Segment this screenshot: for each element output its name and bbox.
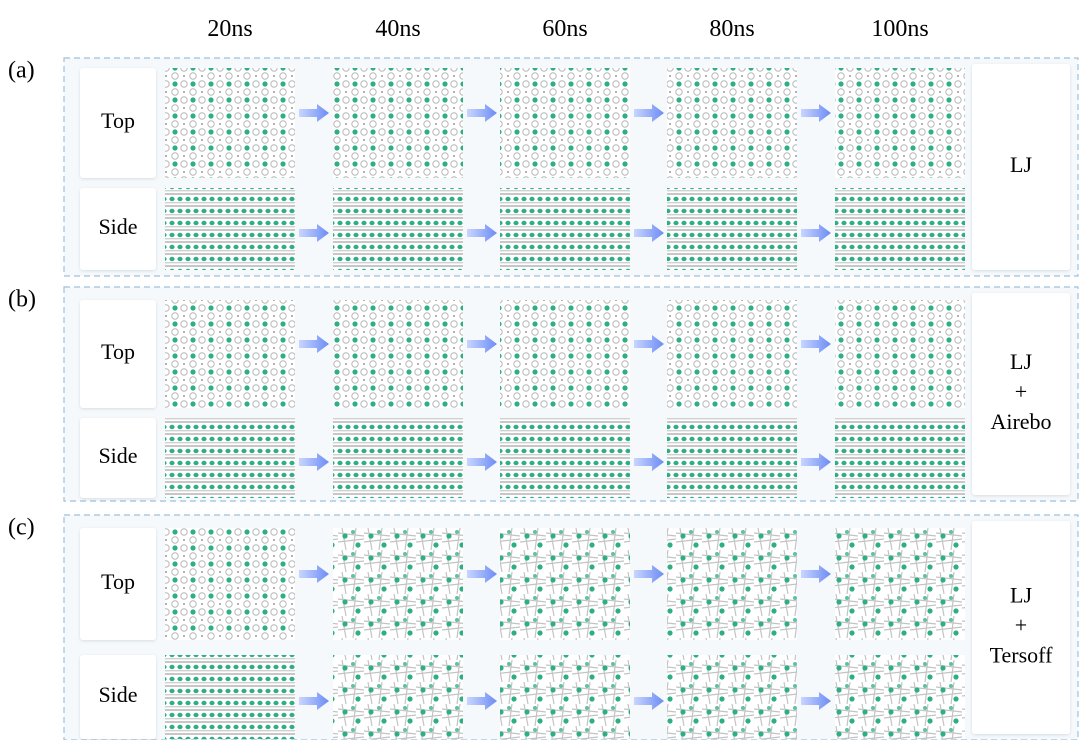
snapshot-atoms [835,68,965,178]
row-label: Top [101,339,135,364]
snapshot-atoms [667,300,797,408]
snapshot-atoms [835,418,965,498]
snapshot-atoms [835,188,965,270]
model-label: LJ [1010,349,1032,374]
column-header: 60ns [542,16,587,42]
snapshot-atoms [500,528,630,640]
model-label: + [1015,613,1027,638]
panel-label: (c) [8,515,35,541]
snapshot-atoms [333,188,463,270]
row-label: Side [98,443,137,468]
panel-label: (b) [8,287,36,313]
snapshot-atoms [667,418,797,498]
column-header: 80ns [709,16,754,42]
snapshot-atoms [667,68,797,178]
row-label: Top [101,569,135,594]
snapshot-atoms [835,300,965,408]
model-label: Airebo [990,409,1051,434]
row-label: Side [98,682,137,707]
model-label: + [1015,379,1027,404]
snapshot-atoms [667,188,797,270]
snapshot-atoms [835,655,965,739]
snapshot-atoms [165,188,295,270]
figure: 20ns 40ns 60ns 80ns 100ns (a) Top Side LJ (b) Top S… [0,0,1080,740]
snapshot-atoms [667,655,797,739]
panel-label: (a) [8,58,35,84]
model-label: LJ [1010,583,1032,608]
snapshot-atoms [667,528,797,640]
snapshot-atoms [835,528,965,640]
snapshot-atoms [333,418,463,498]
column-header: 100ns [871,16,928,42]
row-label: Side [98,214,137,239]
snapshot-atoms [333,655,463,739]
column-header: 40ns [375,16,420,42]
model-label: LJ [1010,152,1032,177]
snapshot-atoms [500,655,630,739]
snapshot-atoms [333,68,463,178]
snapshot-atoms [165,528,295,640]
row-label: Top [101,108,135,133]
snapshot-atoms [500,300,630,408]
snapshot-atoms [165,68,295,178]
snapshot-atoms [165,655,295,739]
snapshot-atoms [333,300,463,408]
snapshot-atoms [500,188,630,270]
snapshot-atoms [333,528,463,640]
snapshot-atoms [165,418,295,498]
snapshot-atoms [500,418,630,498]
snapshot-atoms [500,68,630,178]
snapshot-atoms [165,300,295,408]
column-header: 20ns [207,16,252,42]
model-label: Tersoff [990,643,1053,668]
